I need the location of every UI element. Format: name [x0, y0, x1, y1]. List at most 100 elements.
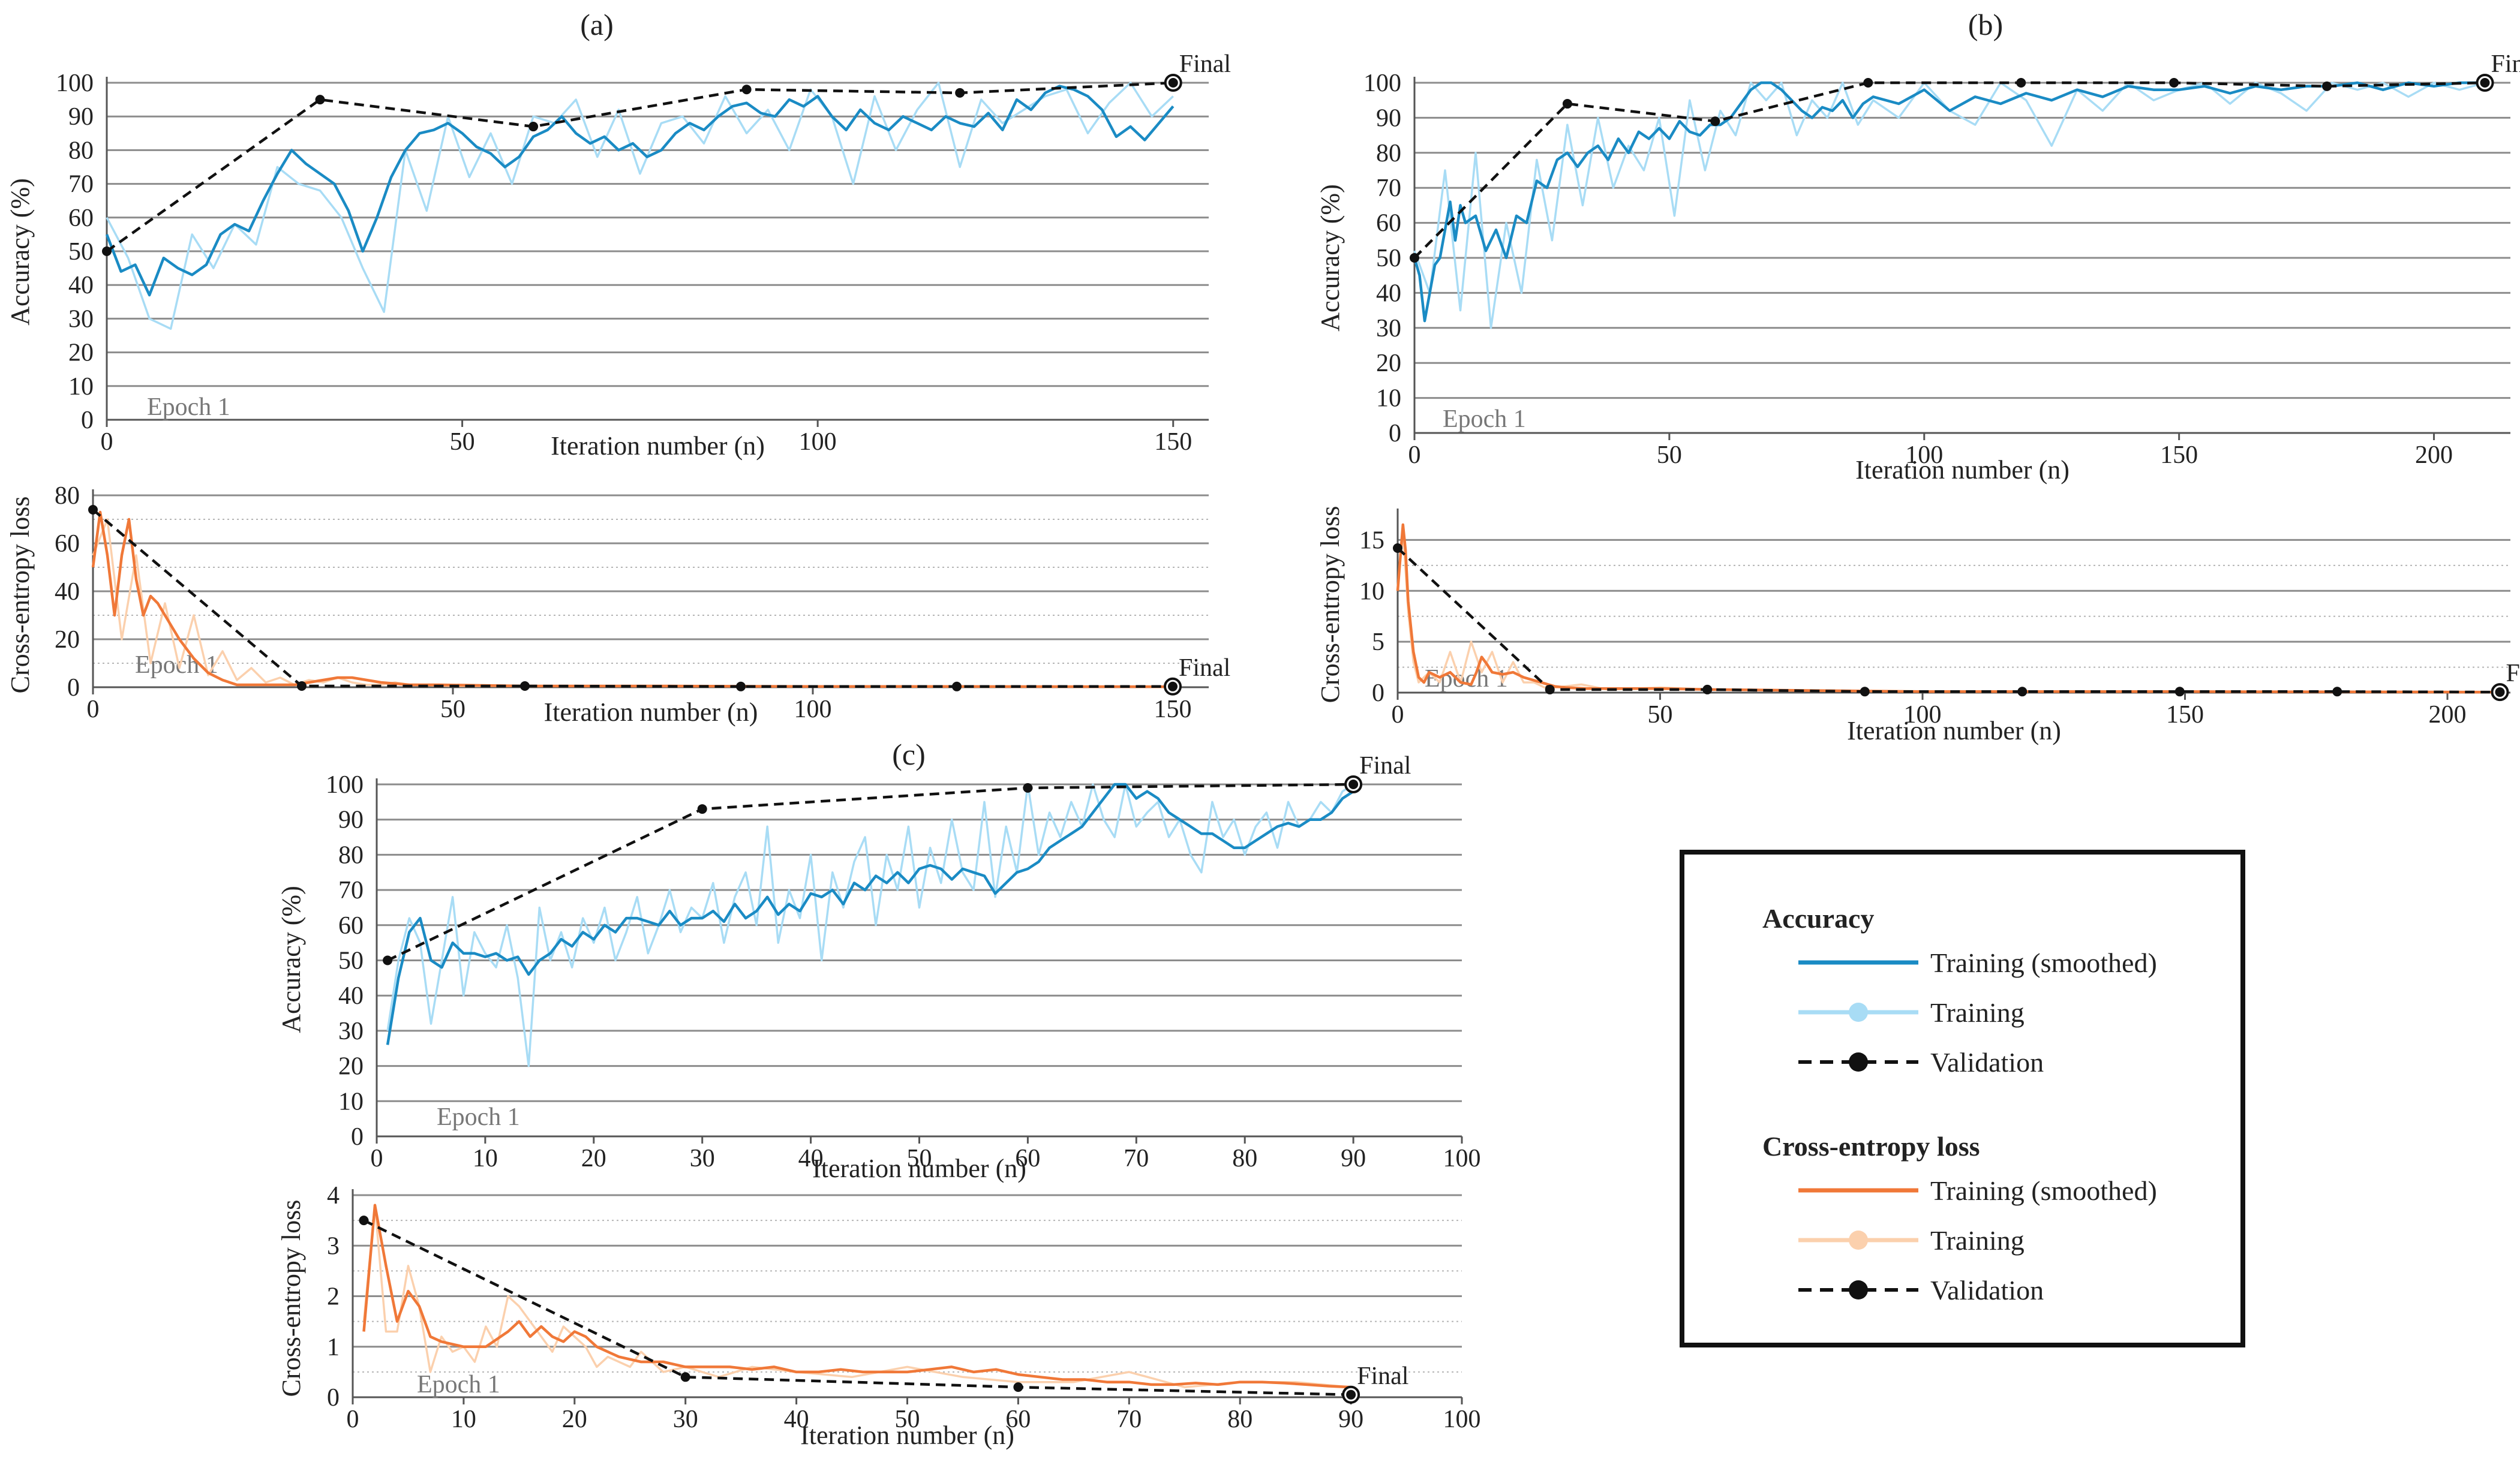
validation-point — [2017, 687, 2028, 697]
x-tick-label: 70 — [1124, 1145, 1149, 1172]
y-tick-label: 10 — [68, 373, 94, 401]
series-raw-line — [362, 1204, 1351, 1388]
validation-point — [1348, 780, 1359, 789]
y-tick-label: 40 — [68, 272, 94, 299]
validation-point — [697, 804, 707, 814]
y-tick-label: 40 — [1376, 279, 1401, 307]
legend-acc-raw: Training — [1798, 994, 2230, 1030]
series-validation-line — [1413, 81, 2485, 259]
y-tick-label: 30 — [68, 305, 94, 333]
validation-point — [1860, 687, 1870, 697]
epoch-label: Epoch 1 — [417, 1371, 500, 1398]
validation-point — [1702, 684, 1713, 694]
legend-accuracy-title: Accuracy — [1762, 903, 1875, 934]
x-tick-label: 80 — [1232, 1145, 1257, 1172]
y-tick-label: 30 — [338, 1018, 364, 1045]
x-axis-label: Iteration number (n) — [551, 431, 765, 461]
y-tick-label: 40 — [55, 578, 80, 606]
validation-point — [88, 505, 98, 515]
legend-loss-validation: Validation — [1798, 1272, 2230, 1308]
y-tick-label: 10 — [1359, 577, 1384, 605]
final-label: Final — [1357, 1362, 1408, 1390]
x-tick-label: 0 — [1408, 441, 1421, 469]
validation-point — [2322, 81, 2332, 91]
legend-loss-title: Cross-entropy loss — [1762, 1131, 1980, 1162]
series-smoothed-line — [105, 85, 1175, 297]
legend-loss-raw-label: Training — [1930, 1225, 2025, 1256]
x-axis-label: Iteration number (n) — [544, 697, 758, 727]
legend-acc-raw-swatch — [1798, 1003, 1918, 1022]
y-tick-label: 2 — [327, 1283, 340, 1311]
validation-point — [2169, 78, 2179, 88]
validation-point — [528, 122, 539, 132]
series-validation-line — [106, 81, 1173, 252]
y-tick-label: 90 — [1376, 104, 1401, 132]
x-axis-label: Iteration number (n) — [1847, 716, 2061, 745]
x-tick-label: 150 — [2166, 701, 2204, 729]
legend-loss-smoothed: Training (smoothed) — [1798, 1172, 2230, 1208]
chart-c-accuracy: 0 10 20 30 40 50 60 70 80 90 100 0 10 20 30 40 50 60 70 80 9… — [277, 752, 1481, 1183]
x-tick-label: 100 — [794, 696, 832, 723]
validation-point — [2174, 687, 2185, 697]
x-tick-label: 20 — [562, 1406, 587, 1433]
validation-point — [680, 1372, 690, 1382]
x-tick-label: 0 — [1392, 701, 1404, 729]
legend-acc-validation: Validation — [1798, 1044, 2230, 1080]
legend-acc-raw-label: Training — [1930, 997, 2025, 1028]
epoch-label: Epoch 1 — [437, 1103, 520, 1131]
validation-point — [1393, 543, 1402, 553]
y-tick-label: 0 — [81, 407, 94, 434]
y-tick-label: 70 — [1376, 175, 1401, 202]
series-smoothed-line — [386, 783, 1354, 1045]
validation-point — [383, 955, 393, 965]
y-tick-label: 0 — [1389, 420, 1401, 447]
x-tick-label: 40 — [784, 1406, 809, 1433]
legend-box: Accuracy Training (smoothed) Training Va… — [1680, 850, 2245, 1347]
x-tick-label: 0 — [87, 696, 100, 723]
y-tick-label: 10 — [338, 1088, 364, 1115]
x-tick-label: 50 — [1657, 441, 1682, 469]
x-tick-label: 100 — [799, 428, 837, 456]
x-tick-label: 100 — [1905, 441, 1943, 469]
y-tick-label: 20 — [68, 339, 94, 367]
validation-point — [1410, 253, 1419, 263]
x-tick-label: 200 — [2415, 441, 2453, 469]
x-tick-label: 10 — [451, 1406, 476, 1433]
validation-point — [2016, 78, 2026, 88]
y-tick-label: 50 — [338, 947, 364, 975]
y-tick-label: 15 — [1359, 527, 1384, 554]
legend-loss-raw: Training — [1798, 1222, 2230, 1258]
y-axis-label: Cross-entropy loss — [277, 1200, 306, 1397]
series-raw-line — [1396, 528, 2500, 693]
y-tick-label: 100 — [1363, 70, 1401, 97]
y-axis-label: Cross-entropy loss — [5, 497, 35, 694]
validation-point — [1562, 99, 1572, 109]
y-tick-label: 60 — [338, 912, 364, 940]
y-tick-label: 0 — [351, 1123, 364, 1151]
final-label: Final — [2506, 660, 2520, 687]
validation-point — [1168, 78, 1178, 88]
x-tick-label: 50 — [1648, 701, 1673, 729]
y-axis-label: Accuracy (%) — [277, 886, 306, 1033]
y-tick-label: 100 — [56, 70, 94, 97]
y-tick-label: 4 — [327, 1182, 340, 1210]
x-tick-label: 10 — [473, 1145, 498, 1172]
x-tick-label: 150 — [2160, 441, 2198, 469]
validation-point — [1545, 684, 1555, 694]
validation-point — [2332, 687, 2342, 697]
y-tick-label: 80 — [55, 482, 80, 510]
epoch-label: Epoch 1 — [1443, 405, 1526, 433]
x-tick-label: 20 — [581, 1145, 606, 1172]
y-tick-label: 50 — [1376, 245, 1401, 272]
y-tick-label: 80 — [338, 841, 364, 869]
chart-a-loss: 0 20 40 60 80 0 50 100 150 Iteration number (n) Cr… — [5, 482, 1230, 727]
validation-point — [315, 95, 325, 105]
y-axis-label: Accuracy (%) — [5, 178, 35, 326]
y-tick-label: 60 — [68, 204, 94, 232]
validation-point — [2495, 687, 2505, 697]
x-tick-label: 150 — [1154, 428, 1192, 456]
series-validation-line — [1396, 547, 2500, 694]
y-tick-label: 60 — [1376, 210, 1401, 237]
